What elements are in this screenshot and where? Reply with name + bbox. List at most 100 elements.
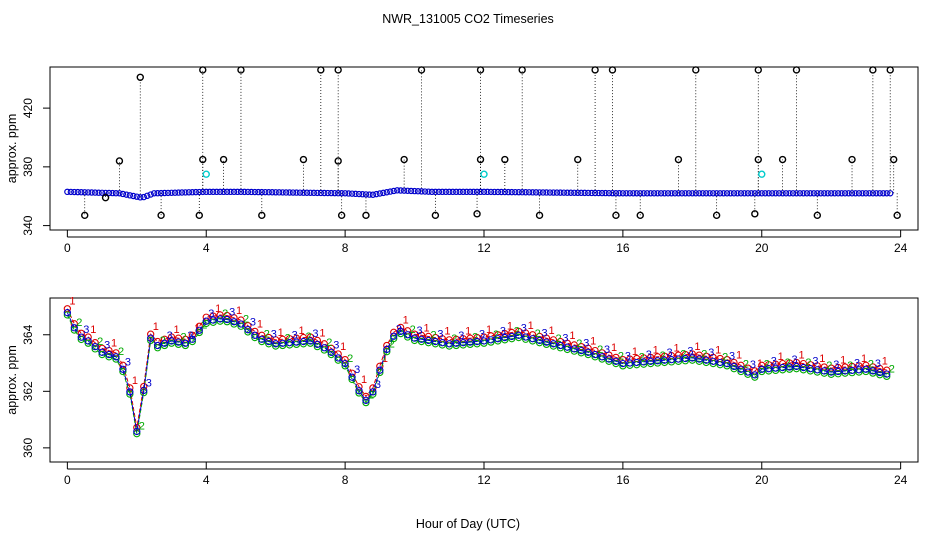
series-label: 1 [153,321,159,333]
series-point [702,356,710,364]
plot-frame [49,66,919,231]
series-label: 1 [319,327,325,339]
series-label: 1 [382,353,388,365]
baseline-point [328,189,335,197]
series-label: 3 [604,344,610,356]
baseline-point [824,190,831,197]
series-point [487,336,495,344]
series-point [744,368,752,376]
outlier-point [608,66,617,74]
series-point [160,341,169,350]
baseline-point [98,189,106,196]
series-point [660,356,669,364]
series-point [633,361,641,369]
baseline-point [883,190,890,197]
baseline-point [435,188,443,196]
series-label: 3 [625,351,631,363]
outlier-point [299,155,308,164]
x-axis-label: Hour of Day (UTC) [416,517,520,531]
baseline-point [755,190,762,197]
baseline-point [626,190,634,197]
baseline-point [105,189,113,197]
series-point [292,340,301,349]
series-label: 2 [368,390,374,402]
baseline-point [584,189,592,197]
baseline-point [716,190,724,197]
series-label: 3 [479,329,485,341]
baseline-point [178,189,186,196]
series-label: 1 [673,343,679,355]
series-point [806,365,815,373]
baseline-point [699,190,706,197]
baseline-point [803,190,811,197]
baseline-point [709,190,717,197]
outlier-point [101,193,110,202]
series-point [765,365,773,373]
series-point [744,370,752,378]
series-point [792,365,801,373]
y-tick-label: 380 [21,157,35,177]
baseline-point [637,190,644,197]
series-label: 2 [576,338,582,350]
series-point [445,340,453,348]
series-point [313,340,321,349]
baseline-point [341,190,349,197]
series-point [605,355,613,363]
series-label: 1 [299,325,305,337]
series-point [598,353,606,361]
series-point [424,339,433,347]
series-point [431,340,440,348]
baseline-point [78,189,85,196]
baseline-point [536,189,543,196]
series-label: 3 [354,364,360,376]
baseline-point [633,190,640,197]
series-point [709,357,717,365]
series-point [508,332,516,341]
series-label: 1 [361,374,367,386]
series-label: 2 [535,328,541,340]
series-point [299,340,308,348]
series-point [91,342,99,351]
series-label: 2 [785,357,791,369]
baseline-point [821,190,828,197]
baseline-point [262,188,269,196]
series-point [695,357,703,365]
baseline-point [727,190,734,197]
baseline-point [574,189,581,197]
baseline-point [147,191,154,198]
series-point [855,366,863,374]
series-point [438,341,446,349]
baseline-point [241,188,248,196]
series-point [98,350,106,359]
series-point [348,373,356,381]
series-point [626,361,634,369]
series-point [806,367,815,375]
series-point [556,341,565,350]
baseline-point [748,190,755,197]
series-point [473,337,481,346]
baseline-point [279,189,286,196]
baseline-point [501,188,509,196]
baseline-point [789,190,797,197]
outlier-point [692,66,700,74]
baseline-point [171,189,179,196]
baseline-point [64,188,71,196]
baseline-point [779,190,786,197]
baseline-point [713,190,720,197]
baseline-point [338,190,345,197]
baseline-point [598,189,606,197]
series-point [674,357,683,365]
series-point [785,363,794,371]
outlier-point [889,155,898,164]
baseline-point [834,190,842,197]
series-point [216,315,224,323]
series-point [98,348,106,356]
series-point [362,396,370,405]
y-tick-label: 362 [21,381,35,401]
baseline-point [487,188,495,196]
baseline-point [362,191,370,198]
series-label: 2 [764,359,770,371]
baseline-point [421,188,429,195]
series-label: 1 [236,305,242,317]
series-label: 2 [410,324,416,336]
